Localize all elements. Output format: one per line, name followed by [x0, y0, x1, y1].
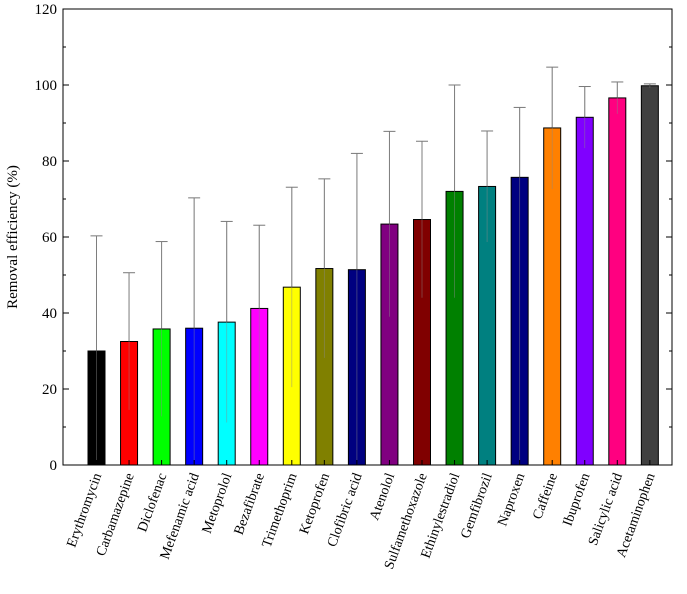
y-tick-label: 120	[35, 2, 58, 18]
bars	[87, 67, 659, 466]
bar	[608, 97, 627, 466]
y-axis-title: Removal efficiency (%)	[5, 165, 21, 309]
y-tick-label: 0	[50, 458, 58, 474]
y-axis: 0 20 40 60 80 100 120	[35, 2, 672, 474]
x-tick-label: Gemfibrozil	[458, 471, 496, 541]
x-tick-label: Caffeine	[530, 471, 560, 521]
x-tick-label: Diclofenac	[135, 471, 170, 534]
x-tick-label: Ketoprofen	[297, 471, 333, 536]
x-tick-label: Atenolol	[367, 471, 398, 522]
x-tick-label: Ibuprofen	[561, 471, 594, 528]
bar	[640, 85, 659, 466]
y-tick-label: 40	[42, 306, 57, 322]
x-tick-label: Naproxen	[495, 471, 528, 528]
x-tick-label: Bezafibrate	[232, 471, 268, 537]
x-axis: ErythromycinCarbamazepineDiclofenacMefen…	[65, 460, 659, 571]
x-tick-label: Metoprolol	[200, 471, 236, 535]
y-tick-label: 20	[42, 382, 57, 398]
y-tick-label: 80	[42, 154, 57, 170]
y-tick-label: 100	[35, 78, 58, 94]
bar	[575, 116, 594, 466]
x-tick-label: Clofibric acid	[325, 471, 366, 549]
error-bars	[90, 66, 656, 465]
y-tick-label: 60	[42, 230, 57, 246]
x-tick-label: Trimethoprim	[260, 471, 301, 550]
